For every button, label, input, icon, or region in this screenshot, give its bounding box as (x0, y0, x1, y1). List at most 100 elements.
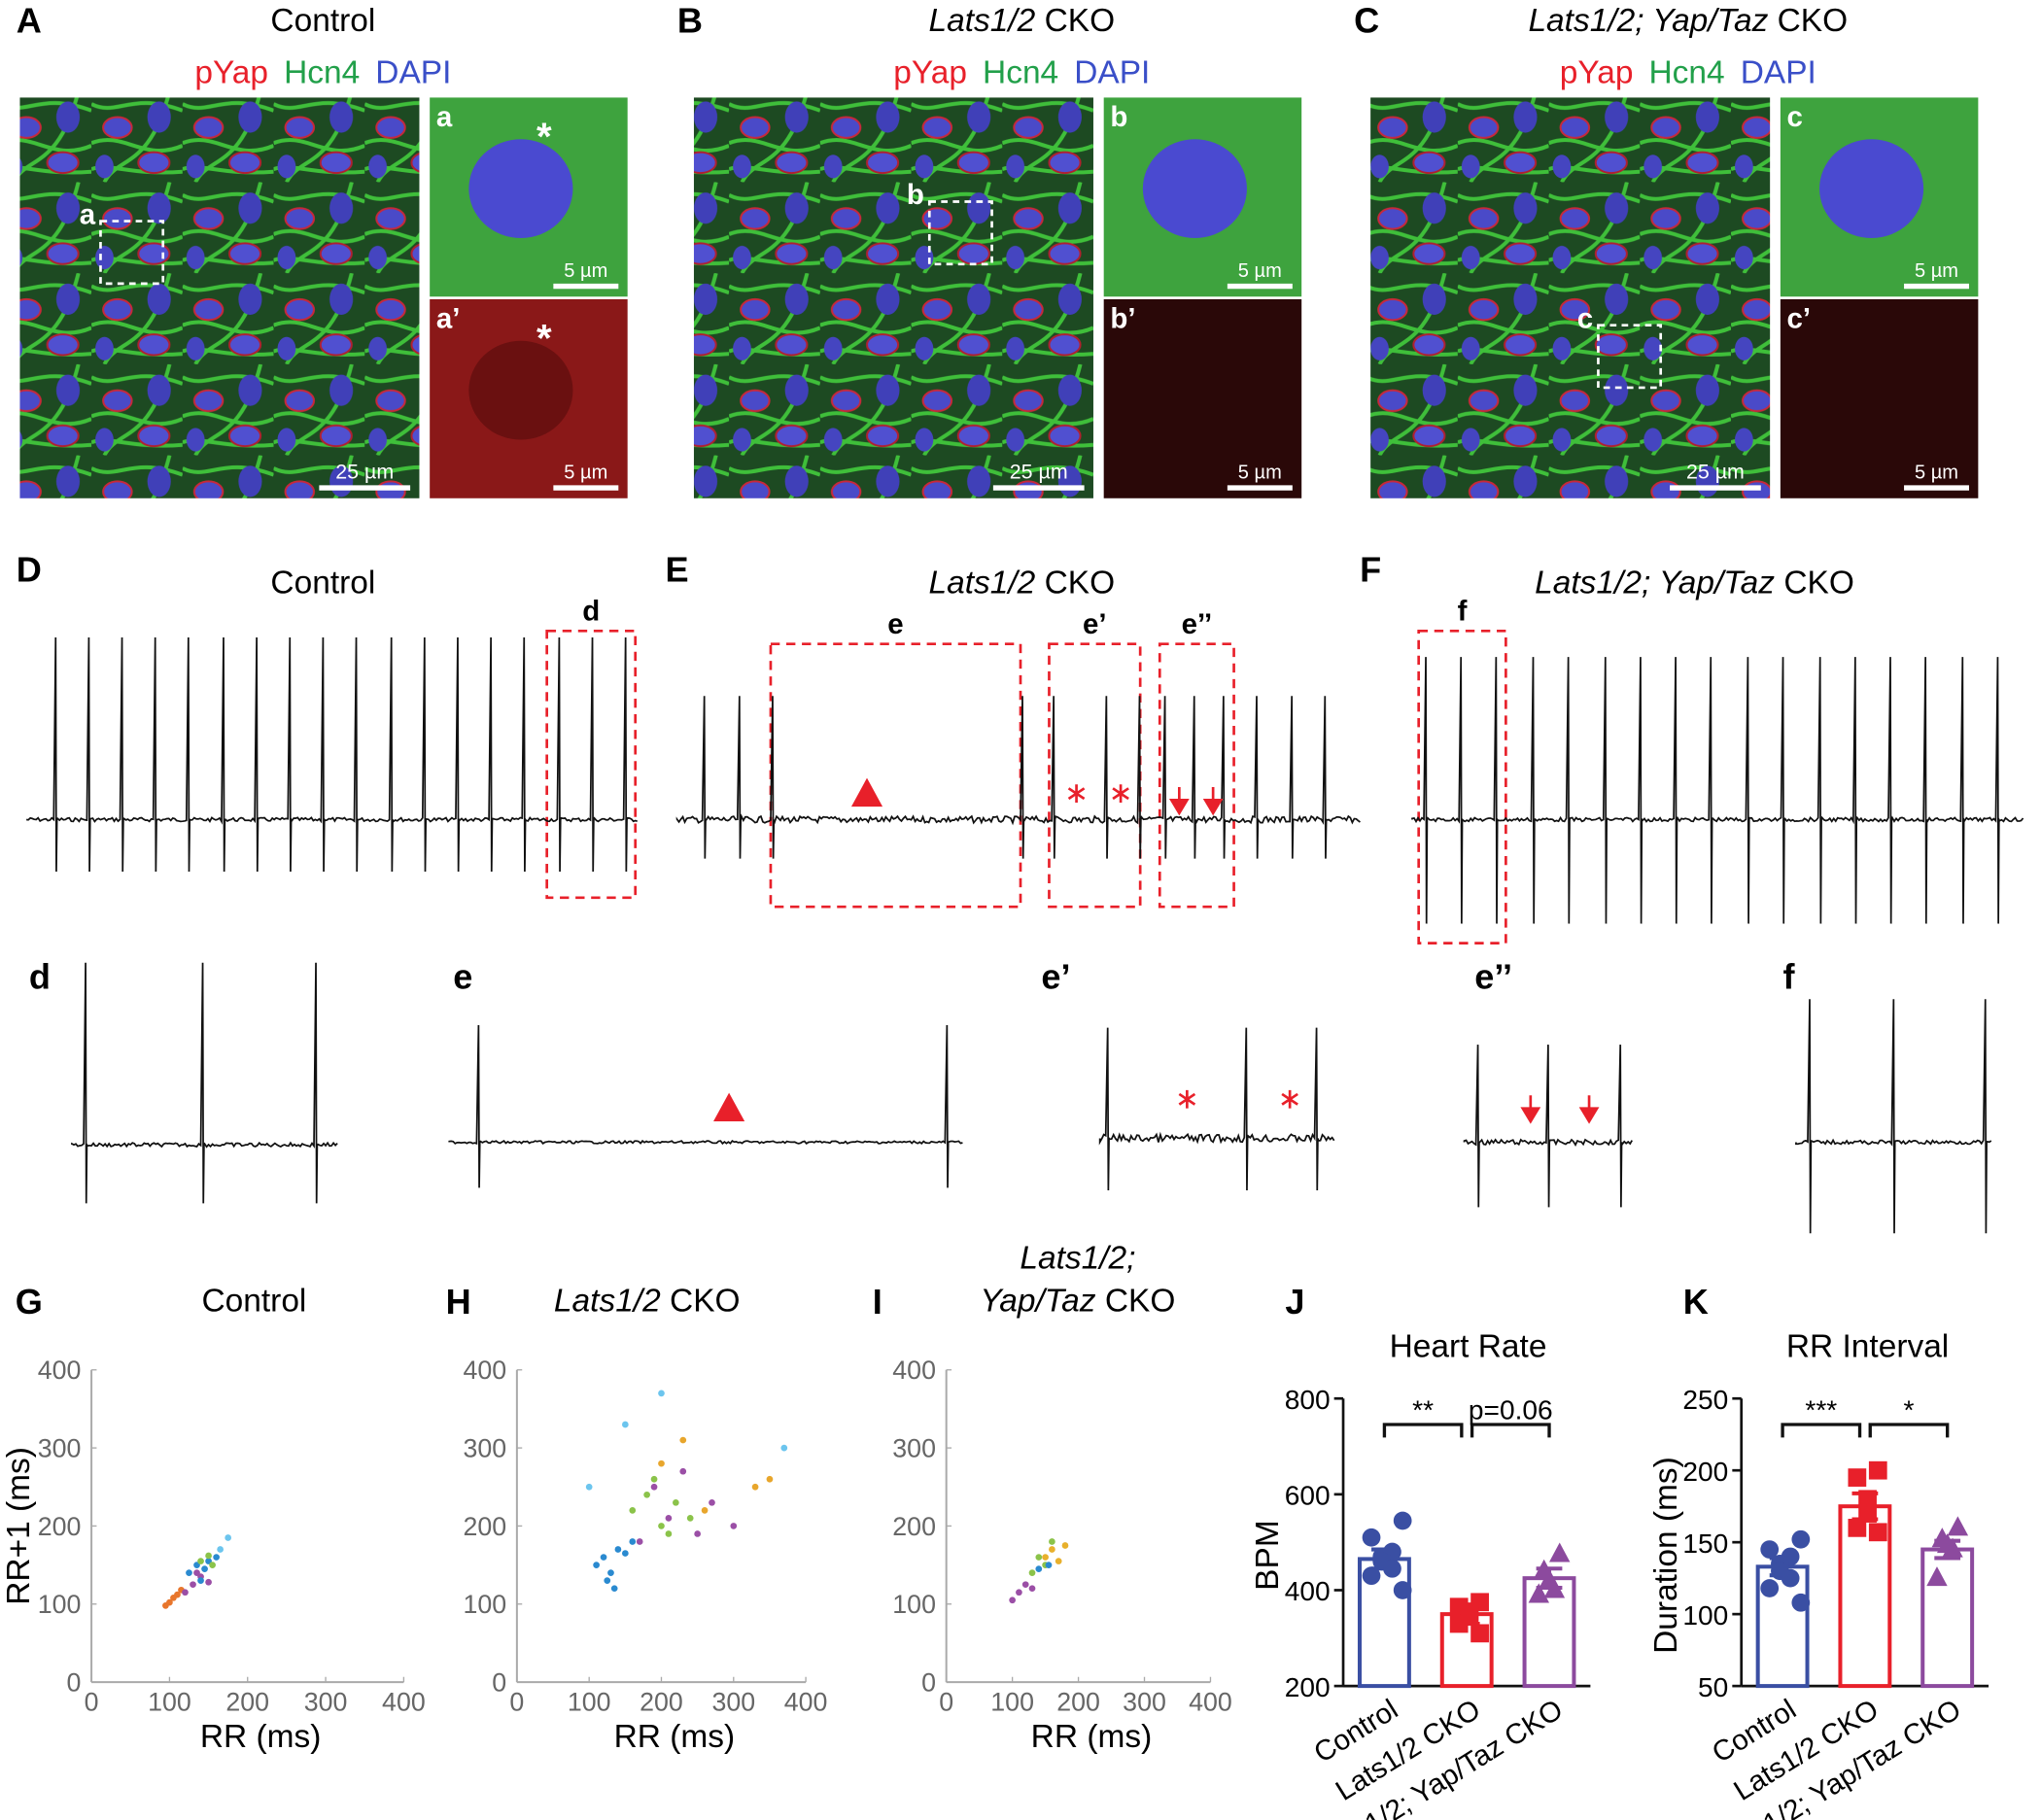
zoom-box (545, 629, 638, 900)
scatter-point (225, 1534, 232, 1541)
data-point (1760, 1579, 1780, 1597)
inset-label: c’ (1787, 302, 1812, 334)
scatter-point (600, 1554, 607, 1561)
x-tick-label: 100 (568, 1688, 611, 1717)
scatter-point (604, 1577, 611, 1585)
y-tick-label: 50 (1698, 1672, 1728, 1702)
arrow (1578, 1095, 1600, 1124)
panel-letter: K (1683, 1282, 1709, 1322)
data-point (1528, 1583, 1550, 1603)
inset-label: b’ (1110, 302, 1135, 334)
scatter-point (686, 1515, 694, 1522)
zoom-box (1158, 642, 1235, 909)
scatter-point (1009, 1597, 1016, 1604)
zoom-box-label: d (582, 596, 600, 628)
x-tick-label: 200 (640, 1688, 683, 1717)
panel-letter: F (1360, 549, 1381, 589)
x-tick-label: 400 (784, 1688, 828, 1717)
zoom-box-label: e (887, 608, 903, 640)
y-tick-label: 250 (1682, 1385, 1728, 1415)
scatter-point (1028, 1585, 1036, 1593)
scatter-point (636, 1538, 643, 1545)
panel-letter: J (1285, 1282, 1304, 1322)
stains: pYap Hcn4 DAPI (1560, 55, 1816, 91)
data-point (1868, 1523, 1887, 1542)
x-tick-label: 100 (990, 1688, 1034, 1717)
scatter-point (1035, 1565, 1043, 1572)
data-point (1848, 1468, 1867, 1487)
panel-letter: I (873, 1282, 882, 1322)
data-point (1791, 1593, 1811, 1612)
y-tick-label: 100 (1682, 1600, 1728, 1631)
nucleus (468, 139, 573, 239)
data-point (1858, 1490, 1877, 1509)
title-part: Lats1/2; Yap/Taz (1535, 565, 1775, 601)
significance-bracket (1470, 1423, 1551, 1438)
nucleus (1142, 139, 1247, 239)
panel-letter: D (17, 549, 42, 589)
significance-bracket (1781, 1423, 1862, 1438)
scatter-point (658, 1459, 665, 1467)
zoom-label: e’ (1041, 956, 1070, 996)
stains: pYap Hcn4 DAPI (194, 55, 451, 91)
nucleus (468, 340, 573, 440)
panel-letter: E (665, 549, 688, 589)
significance-label: p=0.06 (1469, 1395, 1553, 1425)
title: Control (270, 565, 375, 601)
zoom-label: f (1783, 956, 1796, 996)
title-part: Lats1/2 (554, 1284, 661, 1320)
scatter-point (780, 1444, 788, 1452)
data-point (1868, 1460, 1887, 1480)
title: Control (270, 3, 375, 39)
data-point (1393, 1581, 1412, 1599)
ecg-trace (1098, 1027, 1335, 1191)
data-point (1362, 1528, 1381, 1547)
title-part: Control (201, 1284, 306, 1320)
ecg-trace (26, 637, 638, 873)
scatter-point (607, 1569, 614, 1576)
zoom-box-label: a (80, 198, 96, 230)
data-point (1393, 1511, 1412, 1530)
scatter-point (1045, 1562, 1053, 1568)
zoom-box-label: e’’ (1182, 608, 1213, 640)
arrow (1520, 1095, 1541, 1124)
scatter-point (709, 1498, 715, 1506)
significance-label: ** (1412, 1395, 1434, 1425)
scatter-point (197, 1577, 204, 1585)
y-tick-label: 100 (892, 1590, 936, 1619)
title-part: Lats1/2 (929, 3, 1036, 39)
stains: pYap Hcn4 DAPI (893, 55, 1150, 91)
scale-label: 5 µm (1915, 463, 1958, 484)
y-tick-label: 200 (38, 1512, 82, 1541)
scale-label: 25 µm (1010, 461, 1068, 484)
inset-marker: * (536, 316, 552, 360)
title: Yap/Taz CKO (980, 1284, 1175, 1320)
data-point (1362, 1566, 1381, 1586)
title-part: Heart Rate (1390, 1328, 1547, 1364)
scatter-point (1028, 1569, 1036, 1576)
micrograph (1370, 97, 1771, 498)
data-point (1760, 1540, 1780, 1559)
scale-label: 5 µm (1238, 463, 1282, 484)
scatter-point (673, 1498, 679, 1506)
scatter-point (217, 1546, 224, 1553)
scatter-point (766, 1475, 774, 1483)
title: Lats1/2 CKO (929, 3, 1116, 39)
scatter-point (751, 1483, 759, 1491)
stain: DAPI (1074, 55, 1150, 91)
ecg-trace (1463, 1045, 1633, 1208)
arrow (1168, 786, 1190, 816)
ecg-trace (1795, 999, 1992, 1234)
x-tick-label: 300 (1123, 1688, 1166, 1717)
x-tick-label: 300 (304, 1688, 348, 1717)
stain: Hcn4 (1649, 55, 1725, 91)
scatter-point (190, 1581, 196, 1589)
inset-label: a’ (436, 302, 461, 334)
scatter-point (205, 1552, 212, 1560)
scatter-point (201, 1565, 208, 1572)
data-point (1781, 1568, 1800, 1588)
title-part: Yap/Taz (980, 1284, 1095, 1320)
asterisk (1112, 784, 1129, 804)
x-tick-label: 0 (509, 1688, 524, 1717)
scale-label: 25 µm (1686, 461, 1745, 484)
